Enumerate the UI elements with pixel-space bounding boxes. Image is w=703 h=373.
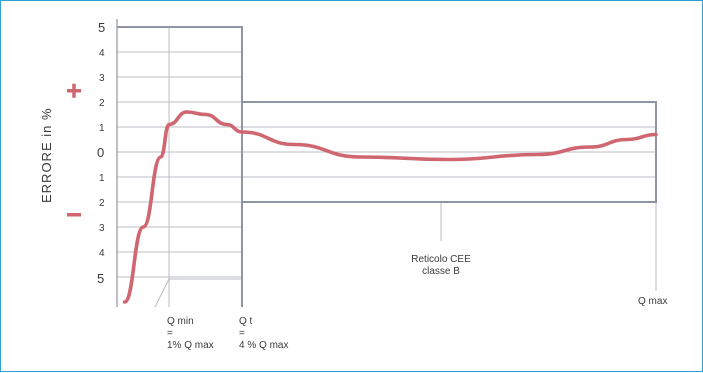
qt-value: 4 % Q max — [239, 340, 288, 351]
y-tick-3-bottom: 3 — [99, 223, 105, 234]
y-tick-4-top: 4 — [99, 48, 105, 59]
minus-sign — [67, 213, 81, 217]
qt-equals: = — [239, 328, 245, 339]
y-tick-3-top: 3 — [99, 73, 105, 84]
y-tick-1-bottom: 1 — [99, 173, 105, 184]
y-tick-2-bottom: 2 — [99, 198, 105, 209]
qt-label: Q t — [239, 316, 253, 327]
annotation-line-1: Reticolo CEE — [411, 254, 471, 265]
qmax-label: Q max — [638, 296, 667, 307]
y-tick-2-top: 2 — [99, 98, 105, 109]
qmin-value: 1% Q max — [167, 340, 214, 351]
y-tick-4-bottom: 4 — [99, 248, 105, 259]
y-tick-5-bottom: 5 — [97, 271, 104, 286]
qmin-bracket — [154, 278, 242, 308]
envelope-narrow — [242, 101, 657, 203]
envelope-upper-wide — [117, 26, 243, 307]
y-tick-5-top: 5 — [98, 20, 105, 35]
qmin-equals: = — [167, 328, 173, 339]
grid-left — [117, 51, 242, 278]
qmin-label: Q min — [167, 316, 194, 327]
y-axis-label: ERRORE in % — [39, 107, 54, 203]
y-tick-1-top: 1 — [99, 123, 105, 134]
error-curve — [122, 110, 658, 304]
y-tick-0: 0 — [97, 145, 104, 160]
plus-sign-v — [72, 83, 76, 98]
annotation-line-2: classe B — [422, 266, 460, 277]
